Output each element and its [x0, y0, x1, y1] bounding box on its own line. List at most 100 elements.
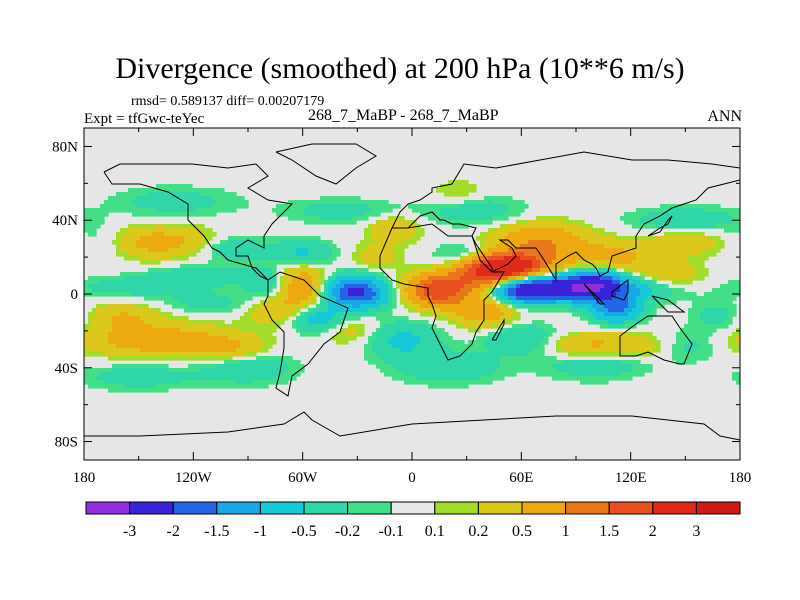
field-cell [620, 332, 625, 353]
field-cell [580, 228, 585, 241]
field-cell [448, 296, 453, 305]
field-cell [300, 256, 305, 261]
field-cell [296, 260, 301, 265]
field-cell [244, 352, 249, 357]
field-cell [448, 208, 453, 221]
field-cell [392, 316, 397, 325]
field-cell [232, 236, 237, 241]
field-cell [260, 324, 265, 341]
field-cell [452, 244, 457, 257]
field-cell [144, 260, 149, 265]
field-cell [436, 308, 441, 317]
field-cell [180, 244, 185, 257]
field-cell [416, 296, 421, 305]
field-cell [208, 208, 213, 217]
field-cell [620, 316, 625, 325]
field-cell [228, 300, 233, 305]
field-cell [428, 284, 433, 297]
field-cell [584, 308, 589, 317]
field-cell [540, 228, 545, 241]
colorbar-label: 1 [562, 523, 570, 540]
field-cell [152, 208, 157, 217]
field-cell [568, 352, 573, 357]
field-cell [444, 220, 449, 225]
field-cell [552, 328, 557, 333]
coastline-path [651, 295, 686, 313]
field-cell [448, 320, 453, 325]
field-cell [504, 320, 509, 325]
field-cell [572, 284, 577, 293]
field-cell [200, 380, 205, 389]
y-tick-label: 0 [71, 287, 79, 303]
field-cell [584, 352, 589, 357]
field-cell [188, 212, 193, 217]
field-cell [576, 280, 581, 285]
field-cell [736, 344, 740, 353]
field-cell [652, 308, 657, 317]
field-cell [524, 300, 529, 305]
field-cell [596, 232, 601, 245]
field-cell [692, 208, 697, 229]
field-cell [596, 264, 601, 269]
field-cell [676, 236, 681, 281]
field-cell [688, 352, 693, 365]
field-cell [400, 276, 405, 301]
field-cell [520, 224, 525, 229]
field-cell [640, 336, 645, 353]
field-cell [424, 268, 429, 273]
field-cell [328, 196, 333, 205]
field-cell [188, 252, 193, 257]
field-cell [524, 228, 529, 245]
field-cell [532, 256, 537, 269]
field-cell [172, 212, 177, 217]
field-cell [396, 204, 401, 209]
field-cell [420, 272, 425, 281]
field-cell [524, 356, 529, 373]
field-cell [364, 344, 369, 361]
field-cell [160, 272, 165, 297]
field-cell [692, 292, 697, 341]
field-cell [116, 384, 121, 393]
field-cell [200, 324, 205, 333]
field-cell [384, 264, 389, 269]
field-cell [492, 304, 497, 321]
field-cell [624, 320, 629, 325]
field-cell [396, 320, 401, 333]
field-cell [156, 296, 161, 301]
x-tick-label: 60W [288, 470, 318, 486]
field-cell [412, 304, 417, 309]
field-cell [556, 364, 561, 373]
field-cell [576, 260, 581, 265]
field-cell [636, 240, 641, 273]
field-cell [684, 232, 689, 237]
field-cell [148, 324, 153, 353]
field-cell [196, 268, 201, 309]
field-cell [136, 188, 141, 197]
field-cell [316, 324, 321, 333]
field-cell [692, 232, 697, 237]
field-cell [84, 332, 89, 349]
field-cell [344, 328, 349, 333]
field-cell [120, 384, 125, 393]
field-cell [372, 244, 377, 265]
field-cell [516, 284, 521, 289]
field-cell [648, 288, 653, 297]
field-cell [188, 364, 193, 373]
field-cell [292, 268, 297, 277]
field-cell [316, 268, 321, 273]
field-cell [460, 340, 465, 353]
field-cell [132, 256, 137, 261]
field-cell [360, 204, 365, 217]
field-cell [364, 284, 369, 301]
field-cell [252, 260, 257, 269]
field-cell [716, 212, 721, 225]
rmsd-diff-stats: rmsd= 0.589137 diff= 0.00207179 [131, 94, 325, 109]
field-cell [220, 288, 225, 297]
field-cell [472, 280, 477, 289]
field-cell [644, 300, 649, 317]
field-cell [380, 328, 385, 361]
field-cell [508, 328, 513, 357]
field-cell [444, 312, 449, 317]
field-cell [332, 204, 337, 221]
field-cell [600, 260, 605, 265]
